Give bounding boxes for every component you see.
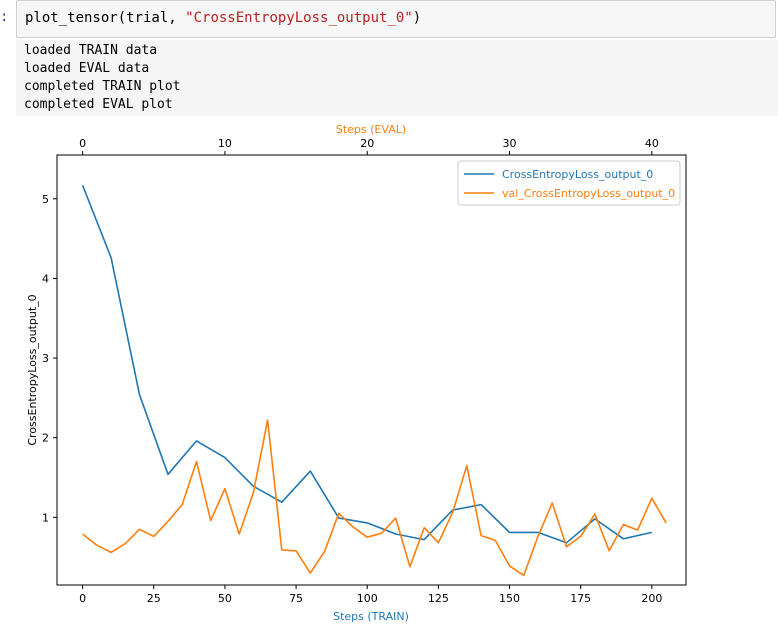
x-tick-label: 150 <box>499 592 520 605</box>
x-tick-label: 0 <box>79 592 86 605</box>
x-tick-label: 100 <box>357 592 378 605</box>
series-line-0 <box>81 185 652 544</box>
output-line: completed TRAIN plot <box>24 79 181 94</box>
cell-prompt: : <box>0 9 9 25</box>
output-line: completed EVAL plot <box>24 97 173 112</box>
x-tick-label: 50 <box>218 592 232 605</box>
y-tick-label: 1 <box>42 511 49 524</box>
loss-chart: 0 25 50 75 100 125 150 175 200 0 10 20 30 40 1 2 3 4 5 Ste… <box>26 123 687 623</box>
code-prefix: plot_tensor(trial, <box>25 10 186 26</box>
x2-tick-label: 10 <box>218 137 232 150</box>
x-tick-label: 125 <box>428 592 449 605</box>
plot-area <box>56 154 687 586</box>
code-line: plot_tensor(trial, "CrossEntropyLoss_out… <box>25 10 421 26</box>
x2-tick-label: 40 <box>645 137 659 150</box>
x2-tick-label: 30 <box>503 137 517 150</box>
y-tick-label: 5 <box>42 193 49 206</box>
legend-label-train: CrossEntropyLoss_output_0 <box>502 168 653 181</box>
legend: CrossEntropyLoss_output_0 val_CrossEntro… <box>457 160 681 206</box>
x2-tick-label: 0 <box>79 137 86 150</box>
x2-axis-label: Steps (EVAL) <box>336 123 406 136</box>
series-line-1 <box>82 419 667 577</box>
x-tick-label: 25 <box>147 592 161 605</box>
x-tick-label: 175 <box>570 592 591 605</box>
x-axis-label: Steps (TRAIN) <box>333 610 409 623</box>
legend-label-eval: val_CrossEntropyLoss_output_0 <box>502 187 675 200</box>
y-tick-label: 2 <box>42 432 49 445</box>
y-tick-label: 4 <box>42 272 49 285</box>
code-string: "CrossEntropyLoss_output_0" <box>185 10 413 26</box>
code-cell-input[interactable]: plot_tensor(trial, "CrossEntropyLoss_out… <box>16 0 776 38</box>
y-tick-label: 3 <box>42 352 49 365</box>
x-tick-label: 75 <box>289 592 303 605</box>
code-suffix: ) <box>412 10 422 26</box>
y-axis-label: CrossEntropyLoss_output_0 <box>26 294 39 445</box>
legend-box <box>457 160 681 206</box>
output-line: loaded EVAL data <box>24 61 150 76</box>
x2-tick-label: 20 <box>360 137 374 150</box>
x-tick-label: 200 <box>641 592 662 605</box>
cell-output-text: loaded TRAIN data loaded EVAL data compl… <box>16 40 778 116</box>
axis-ticks: 0 25 50 75 100 125 150 175 200 0 10 20 30 40 1 2 3 4 5 <box>42 137 662 605</box>
output-line: loaded TRAIN data <box>24 43 158 58</box>
series-lines <box>81 185 667 577</box>
